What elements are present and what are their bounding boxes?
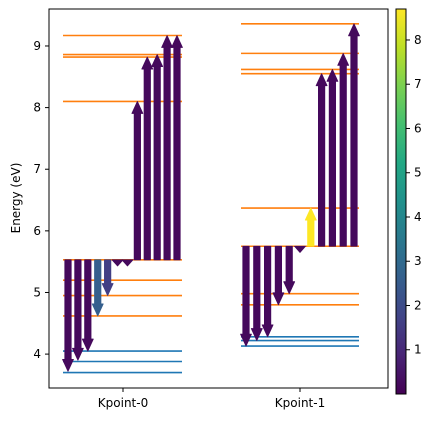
transition-arrow: [131, 101, 144, 261]
transition-arrow: [91, 259, 104, 317]
x-tick-label: Kpoint-1: [275, 396, 325, 410]
colorbar-tick-label: 4: [414, 210, 422, 224]
colorbar-gradient: [395, 8, 407, 395]
y-axis: 4 5 6 7 8 9: [33, 39, 49, 361]
transition-arrow: [283, 245, 296, 295]
colorbar-tick-label: 8: [414, 33, 422, 47]
transition-arrow: [161, 35, 173, 261]
y-tick-label: 4: [33, 347, 41, 361]
colorbar-tick-label: 3: [414, 254, 422, 268]
transition-arrow: [326, 68, 339, 247]
y-tick-label: 8: [33, 101, 41, 115]
y-tick-label: 9: [33, 39, 41, 53]
transition-arrow: [272, 245, 285, 306]
transition-arrow: [151, 54, 164, 261]
y-axis-label: Energy (eV): [9, 163, 23, 234]
transition-arrow: [348, 23, 360, 247]
transition-arrow: [294, 245, 306, 253]
colorbar: 1 2 3 4 5 6 7 8: [395, 8, 422, 395]
colorbar-tick-label: 7: [414, 77, 422, 91]
transition-arrow: [337, 52, 350, 247]
transition-arrow: [121, 259, 134, 267]
transition-arrow: [62, 259, 74, 372]
transition-arrow: [101, 259, 114, 296]
transition-arrow: [171, 35, 183, 261]
y-tick-label: 6: [33, 224, 41, 238]
colorbar-tick-label: 1: [414, 343, 422, 357]
colorbar-tick-label: 5: [414, 166, 422, 180]
transition-arrows: [62, 23, 360, 372]
energy-levels: [63, 22, 359, 374]
transition-arrow: [141, 56, 154, 261]
transition-arrow: [261, 245, 274, 338]
colorbar-tick-label: 6: [414, 121, 422, 135]
x-axis: Kpoint-0 Kpoint-1: [98, 388, 325, 410]
transition-arrow: [315, 73, 328, 247]
transition-arrow: [304, 207, 317, 247]
transition-arrow: [72, 259, 84, 361]
x-tick-label: Kpoint-0: [98, 396, 148, 410]
colorbar-tick-label: 2: [414, 298, 422, 312]
transition-arrow: [240, 245, 252, 347]
y-tick-label: 7: [33, 162, 41, 176]
transition-arrow: [81, 259, 94, 352]
transition-arrow: [111, 259, 124, 267]
transition-arrow: [250, 245, 263, 341]
plot-frame: [48, 8, 389, 389]
y-tick-label: 5: [33, 285, 41, 299]
